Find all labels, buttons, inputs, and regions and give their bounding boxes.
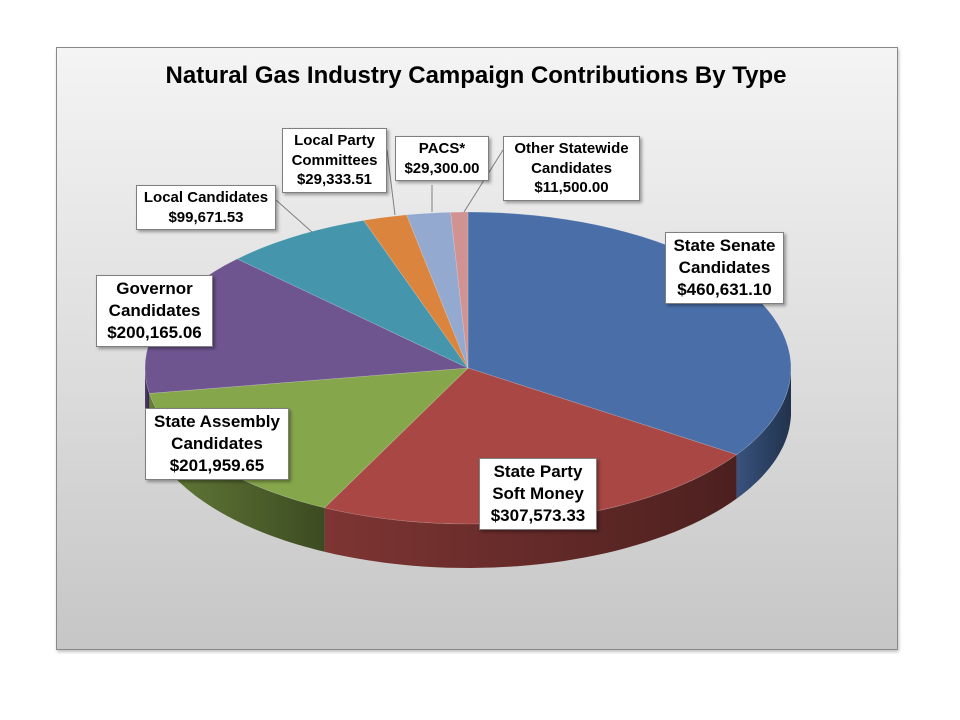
- data-label-category: Other Statewide: [514, 140, 629, 157]
- pie-slice-side: [149, 393, 325, 552]
- data-label-value: $29,300.00: [404, 159, 480, 177]
- pie-slice-side: [736, 368, 791, 499]
- pie-slice-7: [450, 211, 469, 369]
- data-label-value: $11,500.00: [534, 179, 609, 196]
- data-label-category: Local Candidates: [143, 189, 269, 206]
- leader-line: [386, 149, 396, 216]
- data-label-category: Candidates: [531, 159, 612, 177]
- data-label-value: $29,333.51: [296, 171, 373, 188]
- data-label-category: Candidates: [108, 301, 201, 321]
- leader-line: [275, 199, 313, 233]
- chart-title: Natural Gas Industry Campaign Contributi…: [165, 62, 787, 89]
- data-label-category: Committees: [291, 151, 378, 169]
- data-label-value: $99,671.53: [168, 208, 244, 226]
- data-label: Governor Candidates $200,165.06: [96, 275, 213, 348]
- data-label: Local Candidates $99,671.53: [136, 185, 276, 230]
- data-label-category: Candidates: [171, 434, 263, 454]
- data-label-category: PACS*: [418, 140, 466, 157]
- data-label: State Party Soft Money $307,573.33: [479, 458, 597, 531]
- data-label-value: $200,165.06: [107, 323, 202, 343]
- data-label-category: State Senate: [673, 236, 776, 255]
- data-label-value: $201,959.65: [169, 456, 265, 476]
- pie-slice-6: [406, 211, 469, 369]
- data-label-value: $307,573.33: [490, 506, 586, 526]
- data-label-category: State Assembly: [154, 412, 280, 431]
- data-label: Other Statewide Candidates $11,500.00: [503, 136, 640, 201]
- data-label: Local Party Committees $29,333.51: [282, 128, 387, 193]
- data-label: PACS* $29,300.00: [395, 136, 489, 181]
- pie-slice-side: [324, 454, 737, 568]
- data-label-category: State Party: [493, 462, 583, 481]
- data-label: State Senate Candidates $460,631.10: [665, 232, 784, 305]
- data-label: State Assembly Candidates $201,959.65: [145, 408, 289, 481]
- data-label-value: $460,631.10: [677, 280, 772, 300]
- pie-slice-4: [236, 220, 469, 369]
- data-label-category: Soft Money: [492, 484, 584, 504]
- leader-line: [463, 149, 504, 213]
- data-label-category: Candidates: [678, 258, 771, 278]
- pie-slice-5: [363, 214, 469, 369]
- data-label-category: Governor: [116, 279, 193, 298]
- data-label-category: Local Party: [294, 132, 375, 149]
